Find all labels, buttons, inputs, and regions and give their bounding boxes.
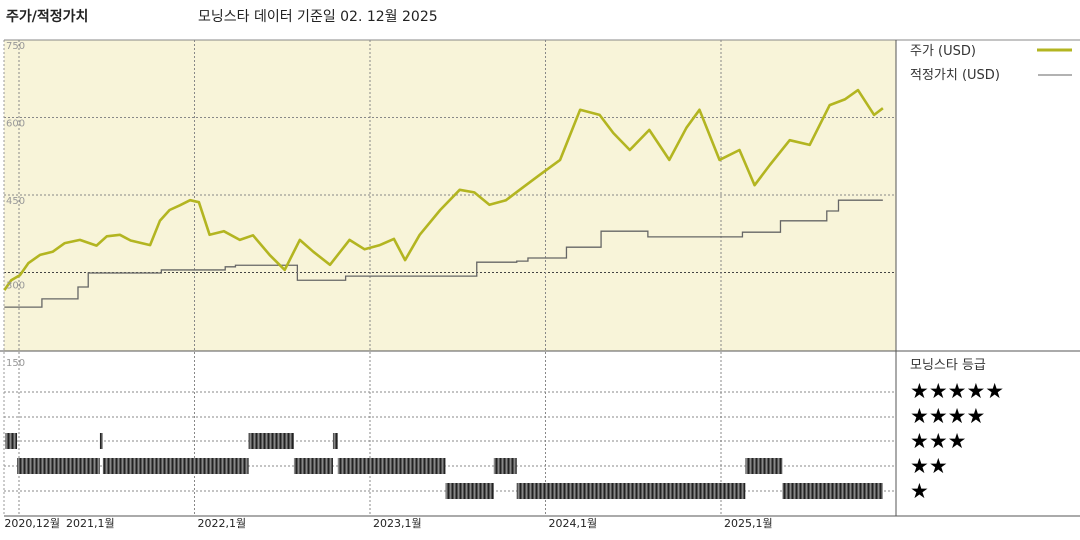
- x-tick-label: 2024,1월: [549, 517, 598, 530]
- four-star-icon: ★★★★: [910, 404, 985, 428]
- y-tick-label: 750: [6, 41, 25, 52]
- x-tick-label: 2020,12월: [4, 517, 60, 530]
- chart-title: 주가/적정가치: [6, 9, 89, 25]
- y-tick-label: 450: [6, 196, 25, 207]
- legend-fair-value-label: 적정가치 (USD): [910, 68, 1000, 83]
- rating-bar-1-star: [782, 483, 883, 499]
- rating-bar-2-star: [293, 458, 333, 474]
- price-line: [3, 88, 884, 291]
- rating-bar-2-star: [493, 458, 517, 474]
- rating-bar-2-star: [337, 458, 446, 474]
- y-tick-label: 600: [6, 119, 25, 130]
- y-tick-label: 300: [6, 281, 25, 292]
- x-tick-label: 2022,1월: [198, 517, 247, 530]
- x-tick-label: 2025,1월: [724, 517, 773, 530]
- x-tick-label: 2021,1월: [66, 517, 115, 530]
- rating-bar-2-star: [745, 458, 783, 474]
- three-star-icon: ★★★: [910, 429, 966, 453]
- rating-y-tick-label: 150: [6, 358, 25, 369]
- one-star-icon: ★: [910, 479, 929, 503]
- two-star-icon: ★★: [910, 454, 948, 478]
- fair-value-line: [4, 199, 883, 308]
- five-star-icon: ★★★★★: [910, 379, 1004, 403]
- legend: 주가 (USD) 적정가치 (USD) 모닝스타 등급 ★★★★★ ★★★★ ★…: [910, 44, 1072, 503]
- rating-bar-3-star: [248, 433, 294, 449]
- data-date-subtitle: 모닝스타 데이터 기준일 02. 12월 2025: [198, 9, 438, 25]
- rating-bar-1-star: [516, 483, 746, 499]
- rating-bar-3-star: [99, 433, 103, 449]
- x-tick-label: 2023,1월: [373, 517, 422, 530]
- rating-bar-2-star: [17, 458, 100, 474]
- legend-price-label: 주가 (USD): [910, 44, 976, 59]
- rating-legend-title: 모닝스타 등급: [910, 358, 986, 373]
- rating-bar-2-star: [102, 458, 249, 474]
- rating-bar-3-star: [332, 433, 338, 449]
- rating-bar-3-star: [5, 433, 18, 449]
- rating-bar-1-star: [445, 483, 494, 499]
